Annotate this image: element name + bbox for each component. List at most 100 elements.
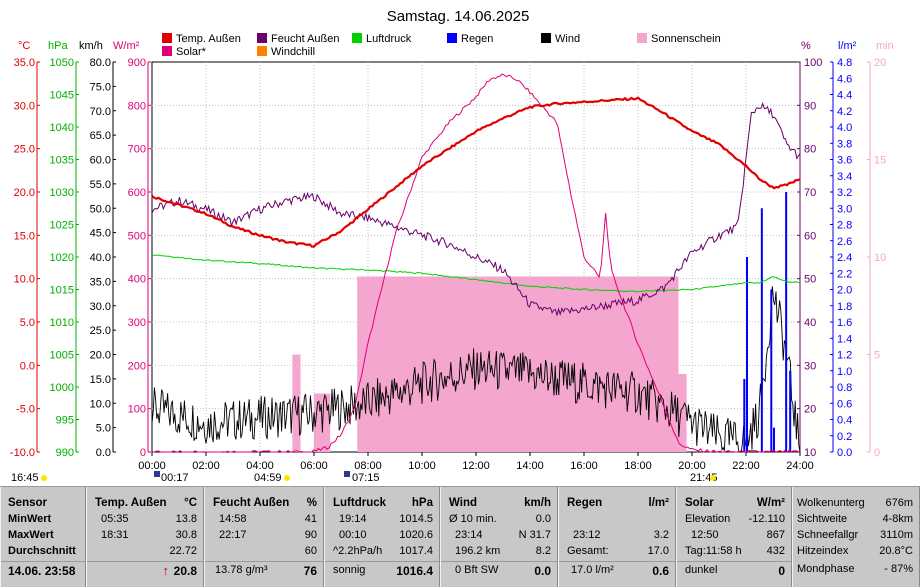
axis-wm2-label: 800 (128, 100, 146, 112)
sunshine-bar (357, 276, 679, 452)
rain-current-value: 0.6 (652, 564, 669, 578)
humidity-avg-value: 60 (304, 545, 317, 557)
rain-total-label: Gesamt: (567, 545, 609, 557)
pressure-current-value: 1016.4 (396, 564, 433, 578)
pressure-trend: ^2.2hPa/h (333, 545, 383, 557)
temp-max-time: 18:31 (101, 529, 129, 541)
rain-bar (770, 289, 773, 452)
temp-avg-value: 22.72 (169, 545, 197, 557)
solar-max-time: 12:50 (691, 529, 719, 541)
x-tick-label: 16:00 (570, 460, 598, 472)
axis-c-label: 10.0 (14, 274, 35, 286)
axis-hpa-label: 1010 (50, 317, 74, 329)
axis-wm2-label: 700 (128, 144, 146, 156)
axis-lm2-label: 3.6 (837, 155, 852, 167)
wind-avg10-label: Ø 10 min. (449, 513, 497, 525)
col-temp: Temp. Außen °C 05:35 13.8 18:31 30.8 22.72 … (86, 487, 204, 587)
wind-current-value: 0.0 (534, 564, 551, 578)
axis-c-label: 0.0 (20, 360, 35, 372)
temp-min-value: 13.8 (175, 513, 197, 525)
col-rain: Regen l/m² 23:12 3.2 Gesamt: 17.0 17.0 l/m²… (558, 487, 676, 587)
temp-header: Temp. Außen (95, 497, 167, 509)
axis-pct-label: 100 (804, 57, 822, 69)
sunshine-bar (292, 354, 301, 452)
heat-index-label: Hitzeindex (797, 545, 849, 557)
marker-sunrise: 16:45 (11, 472, 39, 484)
max-label: MaxWert (8, 529, 54, 541)
legend-swatch (257, 46, 267, 56)
axis-wm2-label: 300 (128, 317, 146, 329)
pressure-max-time: 00:10 (339, 529, 367, 541)
axis-kmh-label: 10.0 (90, 398, 111, 410)
axis-kmh-label: 65.0 (90, 130, 111, 142)
moon-phase-label: Mondphase (797, 563, 855, 575)
axis-pct-label: 10 (804, 447, 816, 459)
axis-hpa-label: 1035 (50, 155, 74, 167)
series-solar (152, 73, 801, 453)
series-temp (151, 96, 801, 248)
legend-swatch (637, 33, 647, 43)
x-tick-label: 18:00 (624, 460, 652, 472)
humidity-unit: % (306, 497, 317, 509)
col-wind: Wind km/h Ø 10 min. 0.0 23:14 N 31.7 196.2 … (440, 487, 558, 587)
col-sensor: Sensor MinWert MaxWert Durchschnitt 14.0… (0, 487, 86, 587)
legend-swatch (162, 33, 172, 43)
legend-label: Wind (555, 33, 580, 45)
legend-swatch (541, 33, 551, 43)
axis-c-label: 30.0 (14, 100, 35, 112)
temp-min-time: 05:35 (101, 513, 129, 525)
axis-min-label: 0 (874, 447, 880, 459)
trend-up-icon: ↑ (162, 563, 170, 578)
stats-panel: Sensor MinWert MaxWert Durchschnitt 14.0… (0, 486, 920, 587)
humidity-current-value: 76 (303, 564, 317, 578)
axis-lm2-label: 1.6 (837, 317, 852, 329)
axis-wm2-label: 100 (128, 404, 146, 416)
axis-hpa-label: 1045 (50, 90, 74, 102)
x-tick-label: 08:00 (354, 460, 382, 472)
humidity-header: Feucht Außen (213, 497, 290, 509)
min-label: MinWert (8, 513, 52, 525)
series-wind (151, 286, 801, 453)
x-tick-label: 24:00 (786, 460, 814, 472)
axis-kmh-label: 15.0 (90, 374, 111, 386)
rain-max-time: 23:12 (573, 529, 601, 541)
pressure-avg-value: 1017.4 (399, 545, 433, 557)
axis-lm2-label: 0.2 (837, 431, 852, 443)
day-length: Tag:11:58 h (685, 545, 742, 557)
axis-kmh-label: 80.0 (90, 57, 111, 69)
x-tick-label: 06:00 (300, 460, 328, 472)
heat-index-value: 20.8°C (879, 545, 913, 557)
axis-lm2-label: 0.6 (837, 398, 852, 410)
axis-hpa-label: 1030 (50, 187, 74, 199)
x-tick-label: 02:00 (192, 460, 220, 472)
rain-total-value: 17.0 (647, 545, 669, 557)
x-tick-label: 10:00 (408, 460, 436, 472)
axis-kmh-label: 60.0 (90, 155, 111, 167)
axis-lm2-label: 1.4 (837, 333, 852, 345)
rain-max-value: 3.2 (653, 529, 669, 541)
moon-icon-2 (344, 471, 350, 477)
legend-label: Windchill (271, 46, 315, 58)
pressure-header: Luftdruck (333, 497, 387, 509)
axis-pct-label: 80 (804, 144, 816, 156)
pressure-unit: hPa (411, 497, 433, 509)
axis-hpa-label: 1005 (50, 350, 74, 362)
axis-lm2-label: 3.0 (837, 203, 852, 215)
marker-dawn: 04:59 (254, 472, 282, 484)
axis-kmh-label: 40.0 (90, 252, 111, 264)
x-axis: 00:00 02:00 04:00 06:00 08:00 10:00 12:00 14:00… (138, 452, 814, 472)
axis-kmh-label: 30.0 (90, 301, 111, 313)
sun-icon-dawn (284, 475, 290, 481)
series-pressure (151, 254, 801, 293)
solar-avg-value: 432 (766, 545, 785, 557)
chart-title: Samstag. 14.06.2025 (387, 8, 530, 25)
axis-kmh-label: 55.0 (90, 179, 111, 191)
axis-lm2-label: 4.8 (837, 57, 852, 69)
legend-label: Sonnenschein (651, 33, 721, 45)
col-pressure: Luftdruck hPa 19:14 1014.5 00:10 1020.6 ^2.… (324, 487, 440, 587)
wind-unit: km/h (524, 497, 551, 509)
solar-elevation-label: Elevation (685, 513, 731, 525)
solar-elevation-value: -12.110 (748, 513, 786, 525)
axis-wm2-label: 600 (128, 187, 146, 199)
axis-pct-label: 30 (804, 360, 816, 372)
